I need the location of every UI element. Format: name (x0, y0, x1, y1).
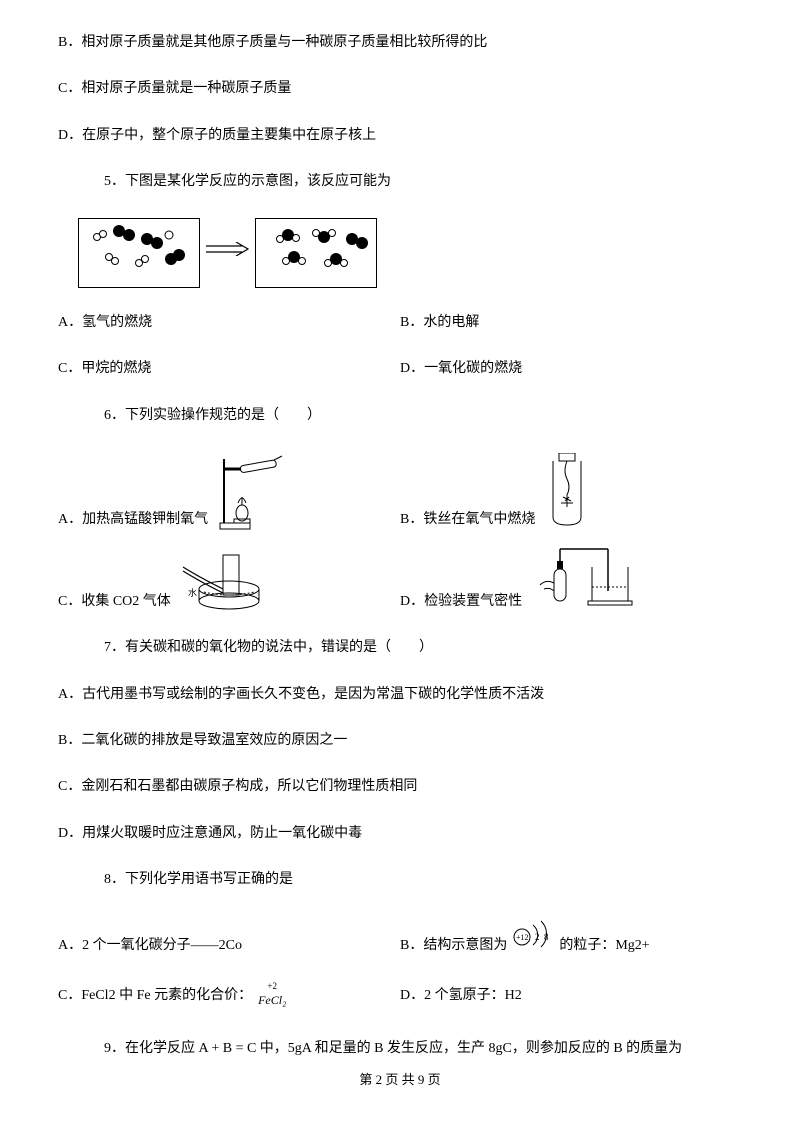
q7-option-d: D．用煤火取暖时应注意通风，防止一氧化碳中毒 (58, 823, 742, 845)
q8-row2: C．FeCl2 中 Fe 元素的化合价： +2 FeCl₂ D．2 个氢原子：H… (58, 982, 742, 1010)
q7-option-b: B．二氧化碳的排放是导致温室效应的原因之一 (58, 730, 742, 752)
q7-prompt: 7．有关碳和碳的氧化物的说法中，错误的是（ ） (58, 637, 742, 659)
q8-option-a: A．2 个一氧化碳分子——2Co (58, 935, 400, 957)
q5-option-d: D．一氧化碳的燃烧 (400, 358, 742, 380)
q5-diagram-left (78, 218, 200, 288)
q8-option-c: C．FeCl2 中 Fe 元素的化合价： +2 FeCl₂ (58, 982, 400, 1010)
q8-option-c-pre: C．FeCl2 中 Fe 元素的化合价： (58, 985, 252, 1007)
q6-option-c-label: C．收集 CO2 气体 (58, 591, 171, 613)
apparatus-iron-burning-icon (543, 453, 591, 531)
statement-b: B．相对原子质量就是其他原子质量与一种碳原子质量相比较所得的比 (58, 32, 742, 54)
q5-options-row1: A．氢气的燃烧 B．水的电解 (58, 312, 742, 334)
q5-diagram (58, 218, 742, 288)
q6-cell-d: D．检验装置气密性 (400, 543, 742, 613)
q8-option-b-post: 的粒子：Mg2+ (559, 935, 649, 957)
q8-row1: A．2 个一氧化碳分子——2Co B．结构示意图为 +12 2 8 的粒子：Mg… (58, 915, 742, 957)
apparatus-collect-co2-icon: 水 (179, 547, 264, 613)
q5-option-a: A．氢气的燃烧 (58, 312, 400, 334)
q6-cell-c: C．收集 CO2 气体 水 (58, 547, 400, 613)
atomic-structure-icon: +12 2 8 (511, 915, 555, 957)
q8-prompt: 8．下列化学用语书写正确的是 (58, 869, 742, 891)
q8-option-d: D．2 个氢原子：H2 (400, 985, 742, 1007)
q6-option-a-label: A．加热高锰酸钾制氧气 (58, 509, 208, 531)
svg-text:+12: +12 (516, 933, 529, 942)
q8-option-b: B．结构示意图为 +12 2 8 的粒子：Mg2+ (400, 915, 742, 957)
q5-prompt: 5．下图是某化学反应的示意图，该反应可能为 (58, 171, 742, 193)
q7-option-c: C．金刚石和石墨都由碳原子构成，所以它们物理性质相同 (58, 776, 742, 798)
q6-row1: A．加热高锰酸钾制氧气 B．铁丝在氧气中燃烧 (58, 451, 742, 531)
q6-option-b-label: B．铁丝在氧气中燃烧 (400, 509, 535, 531)
svg-text:8: 8 (544, 932, 549, 942)
q6-row2: C．收集 CO2 气体 水 D．检验装置气密性 (58, 543, 742, 613)
page-footer: 第 2 页 共 9 页 (58, 1070, 742, 1091)
q5-diagram-right (255, 218, 377, 288)
q5-arrow-icon (206, 242, 250, 264)
q5-option-c: C．甲烷的燃烧 (58, 358, 400, 380)
statement-d: D．在原子中，整个原子的质量主要集中在原子核上 (58, 125, 742, 147)
formula-charge: +2 (267, 982, 277, 991)
q8-option-b-pre: B．结构示意图为 (400, 935, 507, 957)
apparatus-heating-icon (216, 451, 286, 531)
svg-text:水: 水 (188, 587, 197, 598)
q6-option-d-label: D．检验装置气密性 (400, 591, 522, 613)
q6-prompt: 6．下列实验操作规范的是（ ） (58, 405, 742, 427)
svg-text:2: 2 (535, 932, 540, 942)
apparatus-airtight-icon (530, 543, 640, 613)
q5-option-b: B．水的电解 (400, 312, 742, 334)
statement-c: C．相对原子质量就是一种碳原子质量 (58, 78, 742, 100)
q6-cell-b: B．铁丝在氧气中燃烧 (400, 453, 742, 531)
q7-option-a: A．古代用墨书写或绘制的字画长久不变色，是因为常温下碳的化学性质不活泼 (58, 684, 742, 706)
q5-options-row2: C．甲烷的燃烧 D．一氧化碳的燃烧 (58, 358, 742, 380)
q9-prompt: 9．在化学反应 A + B = C 中，5gA 和足量的 B 发生反应，生产 8… (58, 1038, 742, 1060)
q6-cell-a: A．加热高锰酸钾制氧气 (58, 451, 400, 531)
formula-fecl2-icon: +2 FeCl₂ (258, 982, 286, 1010)
formula-text: FeCl₂ (258, 991, 286, 1010)
